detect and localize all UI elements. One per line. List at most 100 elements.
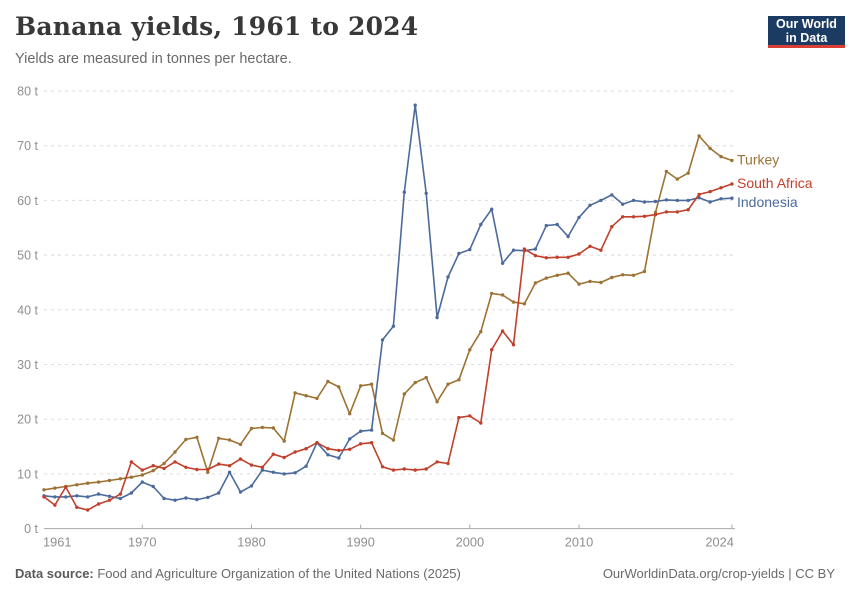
data-point[interactable] xyxy=(511,343,516,347)
data-point[interactable] xyxy=(435,400,439,404)
data-point[interactable] xyxy=(610,275,614,280)
data-point[interactable] xyxy=(282,472,286,476)
data-point[interactable] xyxy=(118,492,123,496)
series-line-south-africa[interactable] xyxy=(43,183,733,511)
credit-link[interactable]: OurWorldinData.org/crop-yields xyxy=(602,566,785,581)
data-point[interactable] xyxy=(151,464,155,468)
data-point[interactable] xyxy=(238,490,243,494)
data-point[interactable] xyxy=(271,426,275,430)
data-point[interactable] xyxy=(522,302,527,306)
data-point[interactable] xyxy=(588,279,592,284)
data-point[interactable] xyxy=(413,468,417,472)
data-point[interactable] xyxy=(369,428,374,432)
data-point[interactable] xyxy=(664,169,669,174)
data-point[interactable] xyxy=(686,171,690,175)
data-point[interactable] xyxy=(730,196,734,200)
data-point[interactable] xyxy=(697,134,701,138)
data-point[interactable] xyxy=(227,438,232,442)
data-point[interactable] xyxy=(260,468,265,472)
data-point[interactable] xyxy=(599,248,603,252)
data-point[interactable] xyxy=(391,468,396,472)
data-point[interactable] xyxy=(479,330,483,334)
data-point[interactable] xyxy=(271,452,275,456)
data-point[interactable] xyxy=(544,276,548,280)
data-point[interactable] xyxy=(348,447,352,451)
data-point[interactable] xyxy=(107,478,112,483)
data-point[interactable] xyxy=(184,465,188,469)
data-point[interactable] xyxy=(719,197,723,201)
data-point[interactable] xyxy=(217,491,221,495)
data-point[interactable] xyxy=(151,468,155,473)
data-point[interactable] xyxy=(96,502,101,506)
data-point[interactable] xyxy=(424,191,428,195)
data-point[interactable] xyxy=(271,470,275,474)
data-point[interactable] xyxy=(53,486,57,490)
data-point[interactable] xyxy=(500,261,505,265)
data-point[interactable] xyxy=(500,293,505,297)
data-point[interactable] xyxy=(413,103,417,107)
data-point[interactable] xyxy=(195,435,199,439)
data-point[interactable] xyxy=(730,182,734,186)
data-point[interactable] xyxy=(75,494,79,498)
data-point[interactable] xyxy=(610,225,614,229)
data-point[interactable] xyxy=(599,198,603,203)
data-point[interactable] xyxy=(140,468,144,472)
data-point[interactable] xyxy=(173,498,177,502)
data-point[interactable] xyxy=(522,247,527,251)
data-point[interactable] xyxy=(675,198,679,203)
data-point[interactable] xyxy=(53,495,57,499)
series-line-indonesia[interactable] xyxy=(43,104,733,502)
data-point[interactable] xyxy=(86,495,90,499)
data-point[interactable] xyxy=(217,462,221,466)
data-point[interactable] xyxy=(380,465,385,469)
data-point[interactable] xyxy=(227,464,232,468)
data-point[interactable] xyxy=(621,202,625,206)
data-point[interactable] xyxy=(577,282,581,286)
data-point[interactable] xyxy=(238,442,243,447)
data-point[interactable] xyxy=(260,425,265,430)
data-point[interactable] xyxy=(86,481,90,485)
data-point[interactable] xyxy=(642,200,647,204)
data-point[interactable] xyxy=(479,421,483,425)
data-point[interactable] xyxy=(96,480,101,484)
data-point[interactable] xyxy=(206,470,210,474)
data-point[interactable] xyxy=(621,215,625,219)
data-point[interactable] xyxy=(675,177,679,181)
data-point[interactable] xyxy=(238,457,243,461)
data-point[interactable] xyxy=(162,466,166,471)
data-point[interactable] xyxy=(708,200,712,204)
data-point[interactable] xyxy=(53,503,57,507)
data-point[interactable] xyxy=(304,464,308,468)
data-point[interactable] xyxy=(511,248,516,252)
data-point[interactable] xyxy=(337,456,341,460)
data-point[interactable] xyxy=(337,385,341,389)
data-point[interactable] xyxy=(435,315,439,320)
data-point[interactable] xyxy=(195,467,199,472)
data-point[interactable] xyxy=(642,269,647,274)
data-point[interactable] xyxy=(293,450,297,454)
data-point[interactable] xyxy=(424,375,428,380)
data-point[interactable] xyxy=(75,505,79,509)
data-point[interactable] xyxy=(457,415,461,420)
data-point[interactable] xyxy=(653,199,658,204)
data-point[interactable] xyxy=(446,382,450,386)
data-point[interactable] xyxy=(391,438,396,442)
data-point[interactable] xyxy=(337,448,341,453)
data-point[interactable] xyxy=(64,485,68,489)
data-point[interactable] xyxy=(315,396,319,401)
data-point[interactable] xyxy=(184,496,188,500)
series-line-turkey[interactable] xyxy=(43,135,733,491)
data-point[interactable] xyxy=(260,465,265,469)
data-point[interactable] xyxy=(315,441,319,445)
data-point[interactable] xyxy=(326,453,330,457)
data-point[interactable] xyxy=(42,495,46,499)
data-point[interactable] xyxy=(533,247,538,251)
data-point[interactable] xyxy=(282,439,286,443)
data-point[interactable] xyxy=(206,467,210,472)
data-point[interactable] xyxy=(621,273,625,277)
data-point[interactable] xyxy=(577,215,581,220)
data-point[interactable] xyxy=(588,203,592,207)
data-point[interactable] xyxy=(75,483,79,487)
data-point[interactable] xyxy=(686,198,690,203)
data-point[interactable] xyxy=(184,437,188,442)
